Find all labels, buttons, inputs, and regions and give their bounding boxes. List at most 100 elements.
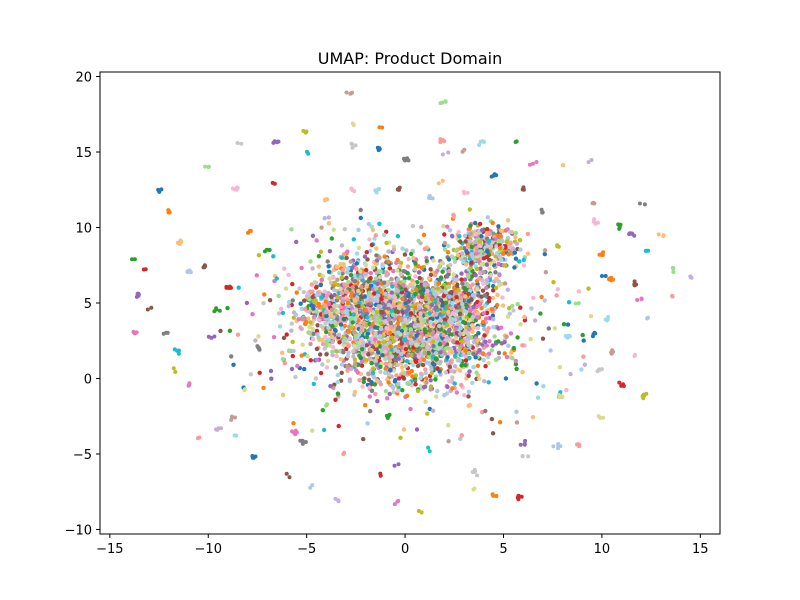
scatter-point: [378, 473, 383, 478]
scatter-point: [447, 379, 452, 384]
scatter-point: [591, 200, 596, 205]
x-tick-label: −10: [195, 542, 222, 557]
scatter-point: [418, 376, 423, 381]
scatter-point: [445, 224, 450, 229]
scatter-point: [267, 248, 272, 252]
scatter-point: [361, 340, 366, 345]
scatter-point: [271, 254, 276, 259]
scatter-point: [409, 359, 414, 364]
scatter-point: [366, 372, 371, 377]
scatter-point: [380, 310, 385, 315]
scatter-point: [460, 281, 465, 286]
scatter-point: [386, 287, 391, 292]
scatter-point: [487, 339, 492, 344]
scatter-point: [331, 227, 336, 232]
scatter-point: [656, 232, 661, 237]
scatter-point: [329, 236, 334, 241]
scatter-point: [413, 305, 418, 311]
scatter-point: [454, 248, 459, 253]
scatter-point: [435, 286, 441, 291]
scatter-point: [271, 335, 277, 340]
scatter-point: [479, 306, 484, 311]
scatter-point: [290, 281, 295, 287]
scatter-point: [514, 366, 519, 372]
scatter-point: [390, 312, 396, 317]
scatter-point: [443, 306, 448, 311]
scatter-point: [454, 390, 459, 395]
scatter-point: [349, 186, 354, 191]
scatter-point: [329, 334, 335, 340]
scatter-point: [388, 344, 393, 349]
scatter-point: [352, 279, 358, 284]
scatter-point: [369, 348, 374, 353]
scatter-point: [437, 323, 442, 329]
scatter-point: [375, 319, 380, 324]
scatter-point: [481, 270, 486, 275]
scatter-point: [452, 259, 458, 264]
scatter-point: [514, 409, 519, 414]
scatter-point: [361, 379, 366, 385]
scatter-point: [546, 326, 551, 331]
scatter-point: [577, 442, 581, 447]
scatter-point: [341, 350, 346, 355]
scatter-point: [494, 236, 499, 241]
scatter-point: [458, 331, 463, 336]
scatter-point: [477, 243, 482, 248]
scatter-point: [346, 328, 351, 334]
scatter-point: [632, 233, 637, 238]
scatter-point: [354, 251, 360, 256]
scatter-point: [344, 275, 349, 280]
scatter-point: [367, 237, 372, 242]
points-layer: [130, 90, 694, 515]
scatter-point: [314, 328, 320, 334]
scatter-point: [385, 396, 390, 401]
scatter-point: [375, 281, 380, 286]
scatter-point: [467, 207, 472, 212]
scatter-point: [401, 427, 407, 432]
scatter-point: [494, 494, 499, 498]
scatter-point: [454, 277, 460, 282]
scatter-point: [421, 232, 427, 238]
scatter-point: [332, 280, 337, 285]
scatter-point: [412, 297, 417, 302]
scatter-point: [458, 326, 463, 331]
scatter-point: [331, 275, 336, 280]
scatter-point: [477, 376, 482, 381]
scatter-point: [383, 388, 389, 394]
scatter-point: [348, 259, 353, 264]
scatter-point: [508, 241, 513, 246]
scatter-point: [534, 160, 539, 164]
scatter-point: [371, 375, 377, 380]
scatter-point: [565, 335, 570, 340]
scatter-point: [484, 285, 489, 291]
scatter-point: [428, 387, 433, 392]
scatter-point: [256, 334, 261, 339]
scatter-point: [187, 268, 192, 273]
scatter-point: [325, 259, 330, 264]
scatter-point: [446, 439, 451, 444]
scatter-point: [415, 348, 420, 354]
scatter-point: [395, 234, 401, 239]
scatter-point: [476, 331, 481, 336]
scatter-point: [296, 317, 301, 322]
scatter-point: [437, 369, 442, 374]
scatter-point: [473, 231, 479, 237]
scatter-point: [478, 253, 483, 258]
scatter-point: [374, 342, 379, 348]
scatter-point: [419, 282, 424, 287]
scatter-point: [346, 279, 351, 285]
scatter-point: [533, 318, 538, 323]
scatter-point: [451, 276, 456, 281]
scatter-point: [470, 345, 475, 350]
scatter-point: [311, 315, 317, 320]
scatter-point: [387, 330, 393, 336]
scatter-point: [581, 354, 586, 359]
scatter-point: [338, 305, 343, 310]
scatter-point: [478, 139, 483, 144]
scatter-point: [453, 353, 458, 358]
scatter-point: [336, 332, 342, 337]
scatter-point: [404, 393, 410, 398]
scatter-point: [525, 231, 531, 237]
scatter-point: [406, 353, 411, 358]
scatter-point: [395, 321, 400, 326]
